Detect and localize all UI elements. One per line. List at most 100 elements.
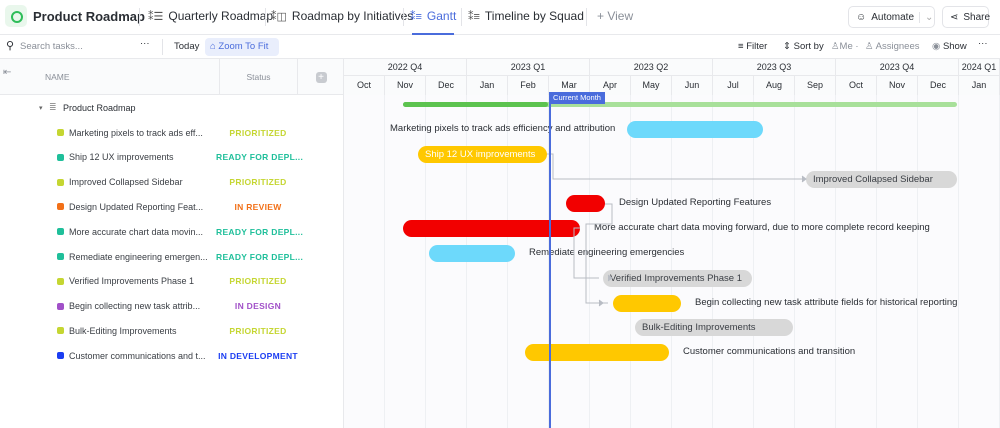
status-badge[interactable]: READY FOR DEPL... — [216, 251, 304, 262]
gantt-bar[interactable] — [627, 121, 763, 138]
group-row[interactable]: ▾ ≣ Product Roadmap — [39, 102, 136, 113]
add-view-button[interactable]: + View — [597, 9, 634, 23]
filter-button[interactable]: ≡ Filter — [738, 41, 768, 52]
task-name[interactable]: Improved Collapsed Sidebar — [69, 177, 183, 188]
grid-line — [712, 95, 713, 428]
gantt-bar[interactable] — [566, 195, 605, 213]
caret-down-icon[interactable]: ▾ — [39, 104, 43, 112]
task-name[interactable]: Customer communications and t... — [69, 350, 206, 361]
show-button[interactable]: ◉ Show — [932, 41, 967, 52]
eye-icon: ◉ — [932, 41, 943, 52]
gantt-bar[interactable]: Verified Improvements Phase 1 — [603, 269, 752, 287]
collapse-sidebar-icon[interactable]: ⇤ — [3, 67, 12, 78]
share-icon: ⋖ — [950, 11, 959, 23]
gantt-bar-label: Marketing pixels to track ads efficiency… — [390, 123, 616, 134]
task-row[interactable]: Begin collecting new task attrib... IN DE… — [0, 294, 344, 319]
task-name[interactable]: Ship 12 UX improvements — [69, 152, 174, 163]
task-name[interactable]: Marketing pixels to track ads eff... — [69, 127, 203, 138]
task-row[interactable]: Ship 12 UX improvements READY FOR DEPL... — [0, 145, 344, 170]
task-row[interactable]: Bulk-Editing Improvements PRIORITIZED — [0, 318, 344, 343]
gantt-bar[interactable]: Improved Collapsed Sidebar — [806, 170, 957, 188]
share-button[interactable]: ⋖ Share — [942, 6, 990, 28]
task-name[interactable]: Remediate engineering emergen... — [69, 251, 208, 262]
status-badge[interactable]: IN DESIGN — [234, 301, 282, 312]
month-header: Sep — [795, 76, 836, 95]
status-badge[interactable]: IN DEVELOPMENT — [218, 350, 298, 361]
gantt-bar[interactable] — [403, 220, 580, 238]
gantt-bar[interactable]: Ship 12 UX improvements — [418, 145, 547, 163]
me-filter[interactable]: ♙Me · — [831, 41, 859, 52]
add-column-button[interactable]: + — [298, 59, 344, 95]
search-icon: ⚲ — [6, 40, 15, 52]
space-logo-icon[interactable] — [5, 5, 27, 27]
task-name[interactable]: Verified Improvements Phase 1 — [69, 276, 195, 287]
status-badge[interactable]: READY FOR DEPL... — [216, 152, 304, 163]
quarter-header: 2023 Q3 — [713, 59, 836, 76]
month-header: Apr — [590, 76, 631, 95]
task-name[interactable]: Bulk-Editing Improvements — [69, 325, 177, 336]
status-dot-icon — [57, 253, 64, 260]
gantt-bar[interactable] — [429, 245, 515, 262]
task-row[interactable]: Customer communications and t... IN DEVEL… — [0, 343, 344, 368]
assignees-filter[interactable]: ♙ Assignees — [865, 41, 920, 52]
gantt-bar[interactable] — [613, 294, 681, 312]
status-badge[interactable]: PRIORITIZED — [229, 325, 287, 336]
users-icon: ♙ — [865, 41, 874, 52]
plus-icon: + — [315, 71, 327, 83]
month-header: Jan — [467, 76, 508, 95]
tab-roadmap-by-initiatives[interactable]: ⁑◫ Roadmap by Initiatives — [271, 9, 414, 23]
dependency-arrows — [547, 153, 807, 307]
list-icon: ⁑☰ — [148, 10, 164, 23]
more-options-icon[interactable]: ··· — [140, 38, 150, 49]
status-dot-icon — [57, 228, 64, 236]
status-badge[interactable]: IN REVIEW — [234, 201, 282, 212]
tab-timeline-by-squad[interactable]: ⁑≡ Timeline by Squad — [468, 9, 584, 23]
task-row[interactable]: Marketing pixels to track ads eff... PRIO… — [0, 120, 344, 145]
dependency-line — [547, 153, 802, 180]
arrow-head-icon — [607, 274, 613, 282]
today-button[interactable]: Today — [174, 41, 200, 52]
gantt-bar-label: More accurate chart data moving forward,… — [594, 222, 930, 234]
gantt-bar-label: Begin collecting new task attribute fiel… — [695, 296, 958, 308]
current-month-line — [549, 95, 551, 428]
grid-line — [958, 95, 959, 428]
toolbar: ⚲ Search tasks... ··· Today ⌂ Zoom To Fi… — [0, 35, 1000, 59]
sort-by-button[interactable]: ⇕ Sort by — [783, 41, 824, 52]
grid-line — [589, 95, 590, 428]
grid-line — [917, 95, 918, 428]
zoom-to-fit-button[interactable]: ⌂ Zoom To Fit — [205, 38, 279, 56]
grid-line — [384, 95, 385, 428]
task-name[interactable]: Design Updated Reporting Feat... — [69, 201, 204, 212]
task-row[interactable]: Improved Collapsed Sidebar PRIORITIZED — [0, 170, 344, 195]
gantt-chart: 2022 Q4 2023 Q1 2023 Q2 2023 Q3 2023 Q4 2024 … — [344, 59, 1000, 428]
more-icon[interactable]: ··· — [978, 38, 988, 49]
status-badge[interactable]: PRIORITIZED — [229, 276, 287, 287]
month-header: Aug — [754, 76, 795, 95]
task-row[interactable]: Design Updated Reporting Feat... IN REVIE… — [0, 194, 344, 219]
status-badge[interactable]: READY FOR DEPL... — [216, 226, 304, 237]
name-column-header[interactable]: ⇤ NAME — [0, 59, 220, 95]
tab-gantt[interactable]: ⁑≡ Gantt — [410, 9, 457, 23]
status-dot-icon — [57, 277, 64, 285]
task-row[interactable]: Remediate engineering emergen... READY FO… — [0, 244, 344, 269]
gantt-bar[interactable] — [525, 344, 669, 362]
month-header: Jun — [672, 76, 713, 95]
status-badge[interactable]: PRIORITIZED — [229, 127, 287, 138]
task-row[interactable]: More accurate chart data movin... READY F… — [0, 219, 344, 244]
task-name[interactable]: More accurate chart data movin... — [69, 226, 204, 237]
search-input[interactable]: Search tasks... — [20, 41, 83, 52]
automate-button[interactable]: ☺ Automate ⌄ — [848, 6, 935, 28]
board-icon: ⁑◫ — [271, 10, 287, 23]
status-badge[interactable]: PRIORITIZED — [229, 177, 287, 188]
gantt-bar[interactable]: Bulk-Editing Improvements — [635, 319, 793, 337]
task-row[interactable]: Verified Improvements Phase 1 PRIORITIZED — [0, 269, 344, 294]
gantt-icon: ⁑≡ — [410, 10, 422, 23]
chevron-down-icon[interactable]: ⌄ — [919, 11, 933, 23]
grid-line — [876, 95, 877, 428]
status-column-header[interactable]: Status — [220, 59, 298, 95]
dependency-line — [585, 203, 613, 304]
tab-quarterly-roadmap[interactable]: ⁑☰ Quarterly Roadmap — [148, 9, 274, 23]
task-name[interactable]: Begin collecting new task attrib... — [69, 301, 201, 312]
robot-icon: ☺ — [856, 11, 867, 23]
list-icon: ≣ — [49, 102, 57, 112]
